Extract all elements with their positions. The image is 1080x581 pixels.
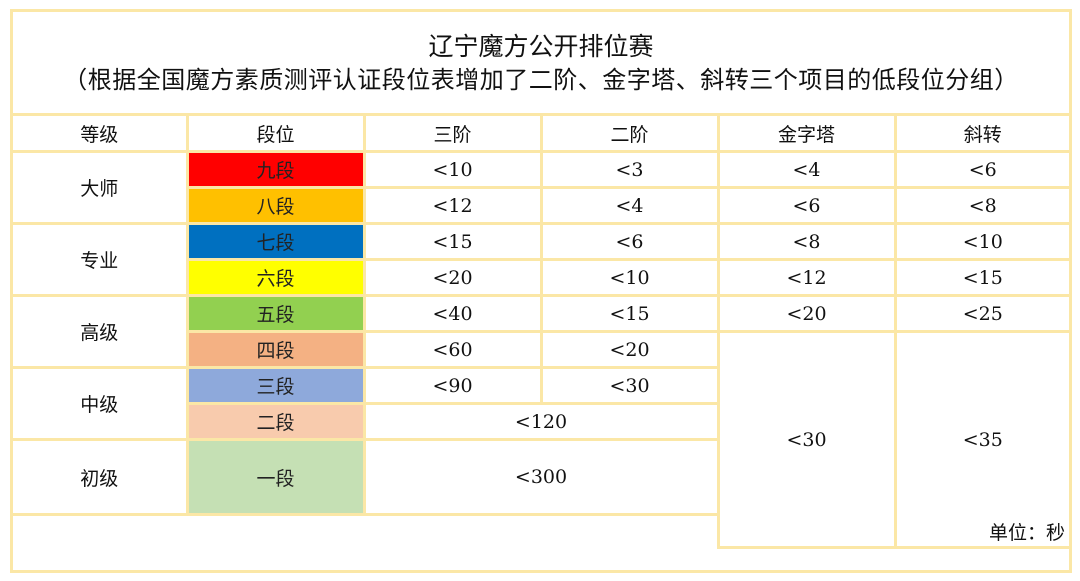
time-pyraminx: <12	[716, 258, 897, 297]
header-3x3: 三阶	[362, 113, 543, 153]
dan-cell: 七段	[185, 222, 366, 261]
dan-cell: 二段	[185, 402, 366, 441]
level-advanced: 高级	[13, 294, 189, 369]
time-3x3: <60	[362, 330, 543, 369]
time-pyraminx: <8	[716, 222, 897, 261]
header-level: 等级	[13, 113, 189, 153]
table-row: 中级 三段 <90 <30	[13, 366, 1069, 441]
time-skewb: <15	[893, 258, 1069, 297]
level-master: 大师	[13, 150, 189, 225]
table-row: 大师 九段 <10 <3 <4 <6	[13, 150, 1069, 225]
table-row: 专业 七段 <15 <6 <8 <10	[13, 222, 1069, 297]
time-2x2: <3	[539, 150, 720, 189]
header-skewb: 斜转	[893, 113, 1069, 153]
time-pyraminx: <4	[716, 150, 897, 189]
table-row: 二段 <120	[13, 402, 1069, 441]
ranking-table: 辽宁魔方公开排位赛 （根据全国魔方素质测评认证段位表增加了二阶、金字塔、斜转三个…	[13, 12, 1069, 549]
time-3x3: <40	[362, 294, 543, 333]
time-3x3: <90	[362, 366, 543, 405]
header-2x2: 二阶	[539, 113, 720, 153]
time-2x2: <15	[539, 294, 720, 333]
time-3x3: <10	[362, 150, 543, 189]
time-3x3-2x2-merged: <300	[362, 438, 720, 516]
dan-cell: 五段	[185, 294, 366, 333]
ranking-table-document: 辽宁魔方公开排位赛 （根据全国魔方素质测评认证段位表增加了二阶、金字塔、斜转三个…	[10, 9, 1072, 573]
header-dan: 段位	[185, 113, 366, 153]
table-row: 八段 <12 <4 <6 <8	[13, 186, 1069, 225]
level-beginner: 初级	[13, 438, 189, 516]
time-2x2: <30	[539, 366, 720, 405]
time-skewb: <8	[893, 186, 1069, 225]
header-row: 等级 段位 三阶 二阶 金字塔 斜转	[13, 113, 1069, 153]
header-pyraminx: 金字塔	[716, 113, 897, 153]
time-pyraminx: <20	[716, 294, 897, 333]
level-intermediate: 中级	[13, 366, 189, 441]
time-3x3: <15	[362, 222, 543, 261]
time-3x3-2x2-merged: <120	[362, 402, 720, 441]
time-2x2: <6	[539, 222, 720, 261]
dan-cell: 六段	[185, 258, 366, 297]
time-pyraminx-low: <30	[716, 330, 897, 549]
time-skewb-low: <35	[893, 330, 1069, 549]
dan-cell: 四段	[185, 330, 366, 369]
time-3x3: <20	[362, 258, 543, 297]
time-skewb: <10	[893, 222, 1069, 261]
dan-cell: 九段	[185, 150, 366, 189]
time-pyraminx: <6	[716, 186, 897, 225]
table-subtitle: （根据全国魔方素质测评认证段位表增加了二阶、金字塔、斜转三个项目的低段位分组）	[63, 65, 1019, 94]
time-3x3: <12	[362, 186, 543, 225]
dan-cell: 三段	[185, 366, 366, 405]
level-professional: 专业	[13, 222, 189, 297]
table-title-cell: 辽宁魔方公开排位赛 （根据全国魔方素质测评认证段位表增加了二阶、金字塔、斜转三个…	[13, 12, 1069, 116]
time-skewb: <6	[893, 150, 1069, 189]
table-title: 辽宁魔方公开排位赛	[428, 31, 654, 61]
table-row: 四段 <60 <20 <30 <35	[13, 330, 1069, 549]
footer-row: 单位：秒	[13, 513, 1069, 548]
table-row: 六段 <20 <10 <12 <15	[13, 258, 1069, 297]
unit-note: 单位：秒	[13, 513, 1069, 548]
time-2x2: <4	[539, 186, 720, 225]
time-2x2: <10	[539, 258, 720, 297]
table-row: 高级 五段 <40 <15 <20 <25	[13, 294, 1069, 369]
dan-cell: 一段	[185, 438, 366, 516]
time-skewb: <25	[893, 294, 1069, 333]
table-row: 初级 一段 <300	[13, 438, 1069, 516]
dan-cell: 八段	[185, 186, 366, 225]
time-2x2: <20	[539, 330, 720, 369]
